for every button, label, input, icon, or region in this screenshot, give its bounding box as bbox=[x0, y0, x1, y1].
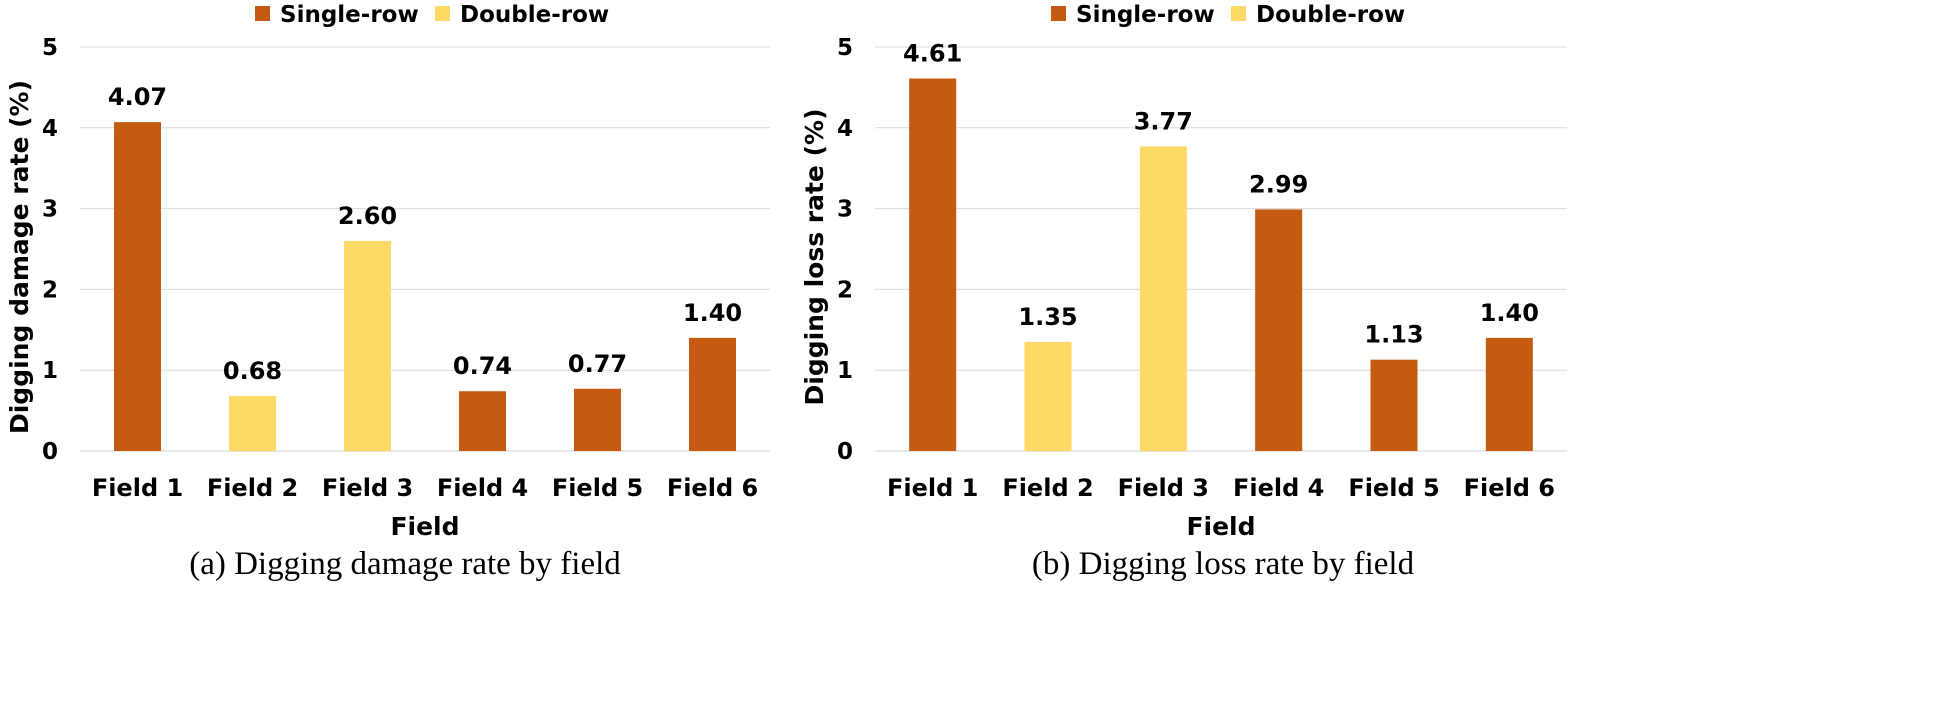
data-label: 3.77 bbox=[1134, 107, 1193, 135]
legend-swatch bbox=[1231, 6, 1246, 21]
bar bbox=[909, 78, 957, 452]
legend-swatch bbox=[255, 6, 270, 21]
x-axis-title: Field bbox=[390, 512, 459, 541]
y-tick-label: 3 bbox=[837, 197, 853, 223]
figure-caption: (b) Digging loss rate by field bbox=[1032, 546, 1415, 582]
y-tick-label: 4 bbox=[42, 116, 58, 142]
data-label: 0.68 bbox=[223, 357, 282, 385]
y-tick-label: 2 bbox=[42, 277, 58, 303]
chart-panel-a: 0 1 2 3 4 5 4.07 Field 1 0.68 Field 2 2.60 Field 3 0… bbox=[5, 2, 770, 582]
x-tick-label: Field 6 bbox=[1464, 474, 1555, 502]
x-axis-title: Field bbox=[1186, 512, 1255, 541]
y-tick-label: 0 bbox=[837, 439, 853, 465]
legend: Single-row Double-row bbox=[255, 2, 609, 28]
x-tick-label: Field 3 bbox=[1118, 474, 1209, 502]
x-tick-label: Field 1 bbox=[92, 474, 183, 502]
bar bbox=[1024, 341, 1072, 451]
x-tick-label: Field 4 bbox=[437, 474, 528, 502]
bar bbox=[114, 122, 161, 452]
y-axis-title: Digging damage rate (%) bbox=[5, 80, 34, 434]
bar bbox=[1255, 209, 1303, 451]
data-label: 2.99 bbox=[1249, 170, 1308, 198]
legend-label: Single-row bbox=[1076, 2, 1215, 28]
bar bbox=[1370, 359, 1418, 451]
data-label: 2.60 bbox=[338, 202, 397, 230]
x-tick-label: Field 5 bbox=[552, 474, 643, 502]
y-tick-label: 5 bbox=[42, 35, 58, 61]
y-tick-label: 1 bbox=[837, 358, 853, 384]
y-tick-label: 3 bbox=[42, 197, 58, 223]
data-label: 1.40 bbox=[1480, 299, 1539, 327]
data-label: 4.61 bbox=[903, 40, 962, 68]
bar bbox=[689, 337, 736, 451]
data-label: 4.07 bbox=[108, 83, 167, 111]
legend-swatch bbox=[435, 6, 450, 21]
x-tick-label: Field 6 bbox=[667, 474, 758, 502]
legend: Single-row Double-row bbox=[1051, 2, 1405, 28]
legend-label: Double-row bbox=[460, 2, 609, 28]
x-tick-label: Field 2 bbox=[207, 474, 298, 502]
legend-label: Double-row bbox=[1256, 2, 1405, 28]
x-tick-label: Field 5 bbox=[1348, 474, 1439, 502]
legend-swatch bbox=[1051, 6, 1066, 21]
data-label: 0.74 bbox=[453, 352, 512, 380]
y-tick-label: 0 bbox=[42, 439, 58, 465]
x-tick-label: Field 1 bbox=[887, 474, 978, 502]
bar bbox=[459, 391, 506, 451]
data-label: 0.77 bbox=[568, 350, 627, 378]
data-label: 1.35 bbox=[1018, 303, 1077, 331]
bar bbox=[1485, 337, 1533, 451]
y-tick-label: 1 bbox=[42, 358, 58, 384]
bar bbox=[344, 240, 391, 451]
chart-panel-b: 0 1 2 3 4 5 4.61 Field 1 1.35 Field 2 3.77 Field 3 2… bbox=[800, 2, 1567, 582]
y-tick-label: 4 bbox=[837, 116, 853, 142]
legend-label: Single-row bbox=[280, 2, 419, 28]
data-label: 1.13 bbox=[1364, 321, 1423, 349]
y-tick-label: 2 bbox=[837, 277, 853, 303]
bar bbox=[229, 396, 276, 451]
bar bbox=[574, 388, 621, 451]
data-label: 1.40 bbox=[683, 299, 742, 327]
x-tick-label: Field 3 bbox=[322, 474, 413, 502]
y-tick-label: 5 bbox=[837, 35, 853, 61]
bar bbox=[1139, 146, 1187, 451]
x-tick-label: Field 4 bbox=[1233, 474, 1324, 502]
y-axis-title: Digging loss rate (%) bbox=[800, 109, 829, 406]
figure-caption: (a) Digging damage rate by field bbox=[189, 546, 621, 582]
x-tick-label: Field 2 bbox=[1002, 474, 1093, 502]
